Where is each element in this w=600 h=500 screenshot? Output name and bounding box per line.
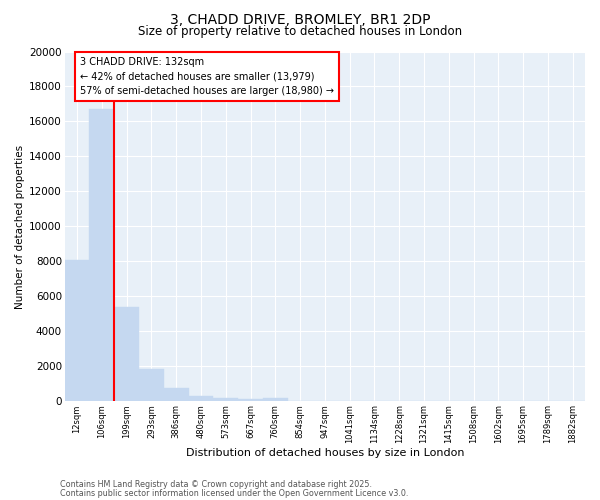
Text: Contains HM Land Registry data © Crown copyright and database right 2025.: Contains HM Land Registry data © Crown c… xyxy=(60,480,372,489)
Bar xyxy=(164,388,188,402)
Y-axis label: Number of detached properties: Number of detached properties xyxy=(15,144,25,308)
Bar xyxy=(89,109,114,402)
Bar xyxy=(214,398,238,402)
Bar xyxy=(188,396,214,402)
Bar xyxy=(263,398,287,402)
Text: Contains public sector information licensed under the Open Government Licence v3: Contains public sector information licen… xyxy=(60,489,409,498)
Bar xyxy=(139,369,164,402)
Text: Size of property relative to detached houses in London: Size of property relative to detached ho… xyxy=(138,25,462,38)
Text: 3 CHADD DRIVE: 132sqm
← 42% of detached houses are smaller (13,979)
57% of semi-: 3 CHADD DRIVE: 132sqm ← 42% of detached … xyxy=(80,56,334,96)
Text: 3, CHADD DRIVE, BROMLEY, BR1 2DP: 3, CHADD DRIVE, BROMLEY, BR1 2DP xyxy=(170,12,430,26)
Bar xyxy=(114,307,139,402)
X-axis label: Distribution of detached houses by size in London: Distribution of detached houses by size … xyxy=(185,448,464,458)
Bar xyxy=(65,260,89,402)
Bar xyxy=(238,399,263,402)
